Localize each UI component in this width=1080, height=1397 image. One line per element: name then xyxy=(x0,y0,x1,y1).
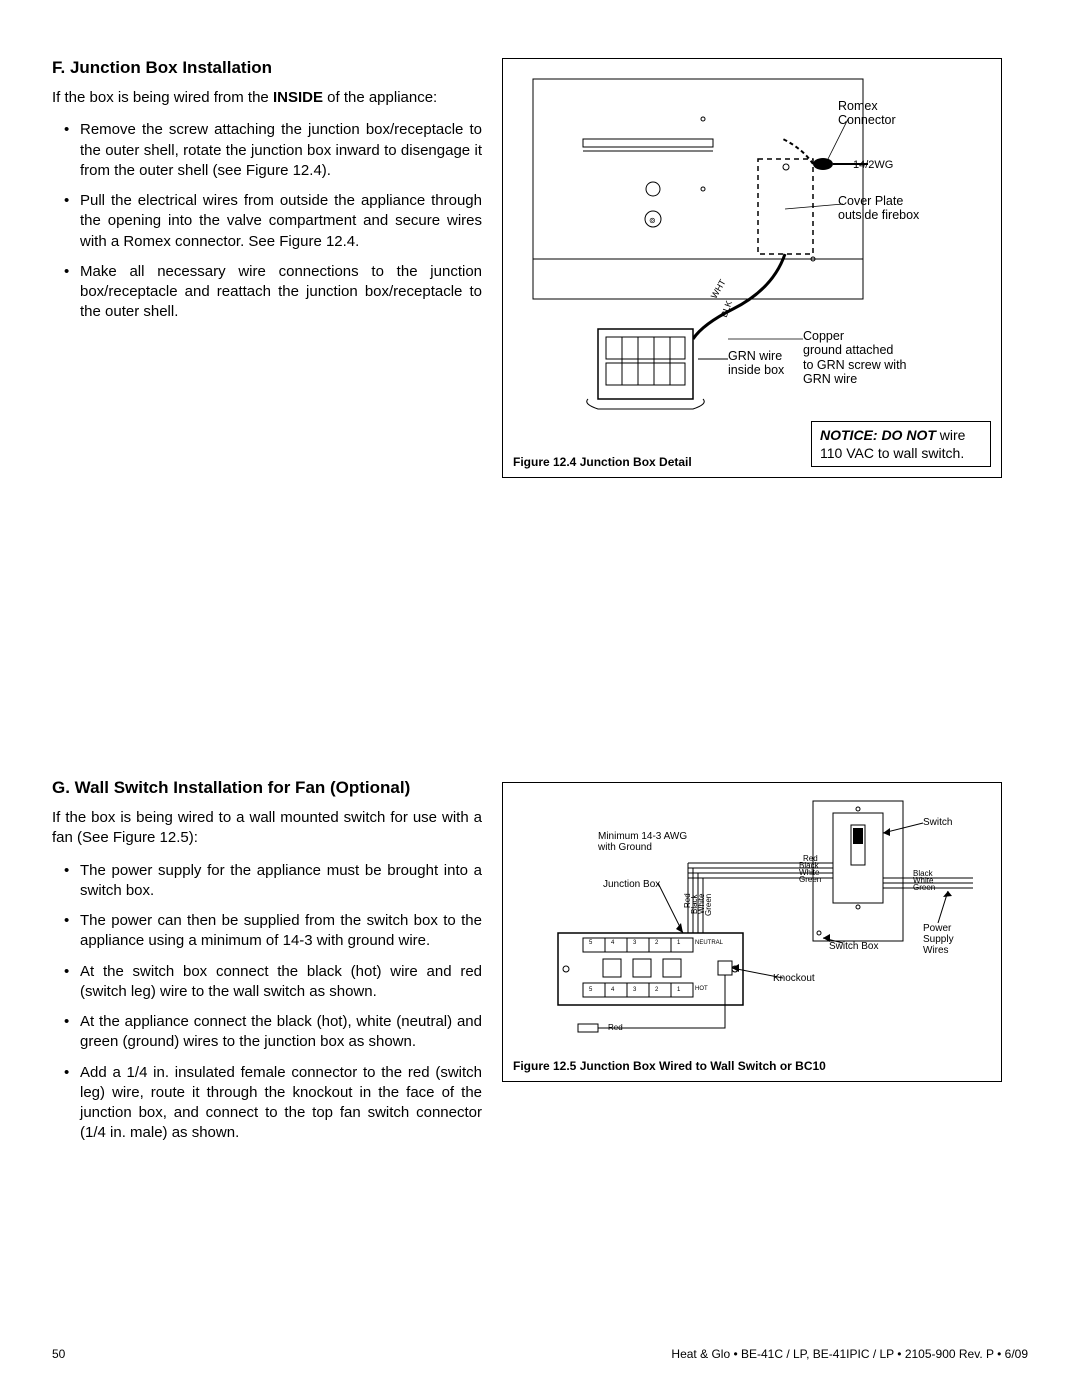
bullet: At the switch box connect the black (hot… xyxy=(68,962,482,1003)
section-f-text: F. Junction Box Installation If the box … xyxy=(52,58,482,478)
intro-bold: INSIDE xyxy=(273,89,323,106)
n2b: 2 xyxy=(655,987,658,993)
bullet: The power supply for the appliance must … xyxy=(68,861,482,902)
figure-12-4-svg: ⊚ xyxy=(503,59,1003,454)
section-g-text: G. Wall Switch Installation for Fan (Opt… xyxy=(52,778,482,1154)
section-g-heading: G. Wall Switch Installation for Fan (Opt… xyxy=(52,778,482,798)
t: Romex Connector xyxy=(838,99,896,127)
bullet: At the appliance connect the black (hot)… xyxy=(68,1012,482,1053)
figure-12-4-box: ⊚ xyxy=(502,58,1002,478)
label-red-bottom: Red xyxy=(608,1023,623,1032)
n4t: 4 xyxy=(611,940,614,946)
n3t: 3 xyxy=(633,940,636,946)
label-cover-plate: Cover Plate outside firebox xyxy=(838,194,919,223)
bullet: Add a 1/4 in. insulated female connector… xyxy=(68,1063,482,1144)
section-f-heading: F. Junction Box Installation xyxy=(52,58,482,78)
section-f-row: F. Junction Box Installation If the box … xyxy=(52,58,1028,478)
n2t: 2 xyxy=(655,940,658,946)
bullet: Make all necessary wire connections to t… xyxy=(68,262,482,323)
n5t: 5 xyxy=(589,940,592,946)
figure-12-5: Minimum 14-3 AWG with Ground Junction Bo… xyxy=(502,778,1002,1154)
svg-text:⊚: ⊚ xyxy=(649,216,656,225)
section-g-bullets: The power supply for the appliance must … xyxy=(52,861,482,1144)
figure-12-5-caption: Figure 12.5 Junction Box Wired to Wall S… xyxy=(513,1059,826,1073)
label-junction-box: Junction Box xyxy=(603,879,660,890)
n1b: 1 xyxy=(677,987,680,993)
label-green-r: Green xyxy=(913,883,935,892)
label-knockout: Knockout xyxy=(773,973,815,984)
label-green: Green xyxy=(799,875,821,884)
page-number: 50 xyxy=(52,1347,65,1361)
bullet: Remove the screw attaching the junction … xyxy=(68,120,482,181)
spacer xyxy=(52,478,1028,778)
n3b: 3 xyxy=(633,987,636,993)
footer-text: Heat & Glo • BE-41C / LP, BE-41IPIC / LP… xyxy=(671,1347,1028,1361)
label-copper: Copper ground attached to GRN screw with… xyxy=(803,329,907,387)
notice-label: NOTICE: DO NOT xyxy=(820,427,936,443)
section-g-row: G. Wall Switch Installation for Fan (Opt… xyxy=(52,778,1028,1154)
notice-box: NOTICE: DO NOT wire 110 VAC to wall swit… xyxy=(811,421,991,467)
intro-post: of the appliance: xyxy=(323,89,437,106)
label-neutral: NEUTRAL xyxy=(695,940,723,946)
label-14-2wg: 14/2WG xyxy=(853,159,893,172)
n1t: 1 xyxy=(677,940,680,946)
label-switch: Switch xyxy=(923,817,952,828)
label-power-supply: Power Supply Wires xyxy=(923,923,954,956)
section-g-intro: If the box is being wired to a wall moun… xyxy=(52,808,482,849)
figure-12-5-box: Minimum 14-3 AWG with Ground Junction Bo… xyxy=(502,782,1002,1082)
section-f-intro: If the box is being wired from the INSID… xyxy=(52,88,482,108)
figure-12-4: ⊚ xyxy=(502,58,1002,478)
label-v-green: Green xyxy=(704,894,713,916)
page-footer: 50 Heat & Glo • BE-41C / LP, BE-41IPIC /… xyxy=(52,1347,1028,1361)
label-switch-box: Switch Box xyxy=(829,941,878,952)
label-min-awg: Minimum 14-3 AWG with Ground xyxy=(598,831,687,853)
n4b: 4 xyxy=(611,987,614,993)
figure-12-4-caption: Figure 12.4 Junction Box Detail xyxy=(513,455,692,469)
label-grn-wire: GRN wire inside box xyxy=(728,349,784,378)
section-f-bullets: Remove the screw attaching the junction … xyxy=(52,120,482,322)
bullet: The power can then be supplied from the … xyxy=(68,911,482,952)
bullet: Pull the electrical wires from outside t… xyxy=(68,191,482,252)
n5b: 5 xyxy=(589,987,592,993)
intro-pre: If the box is being wired from the xyxy=(52,89,273,106)
label-romex: Romex Connector xyxy=(838,99,896,128)
label-hot: HOT xyxy=(695,986,708,992)
